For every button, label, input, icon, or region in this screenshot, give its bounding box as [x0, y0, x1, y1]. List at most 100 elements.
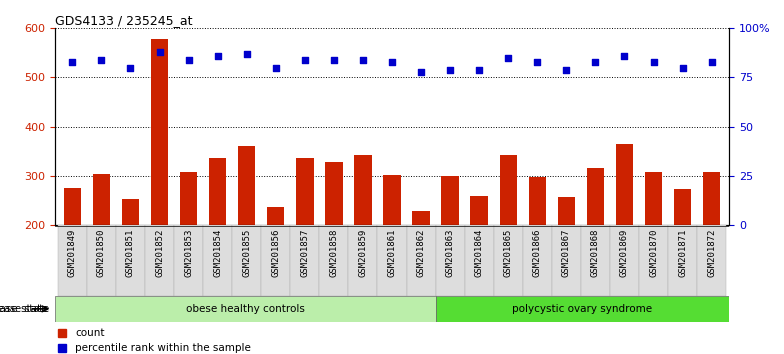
Point — [357, 57, 369, 63]
Text: polycystic ovary syndrome: polycystic ovary syndrome — [513, 304, 652, 314]
Point — [124, 65, 136, 70]
Text: GSM201863: GSM201863 — [445, 228, 455, 277]
Text: GSM201856: GSM201856 — [271, 228, 280, 277]
Text: GSM201861: GSM201861 — [387, 228, 397, 277]
Bar — [674, 189, 691, 225]
Bar — [93, 174, 110, 225]
Bar — [441, 176, 459, 225]
Point — [473, 67, 485, 73]
Bar — [581, 225, 610, 296]
Bar — [174, 225, 203, 296]
Bar — [122, 199, 139, 225]
Text: GSM201872: GSM201872 — [707, 228, 716, 277]
Bar — [615, 144, 633, 225]
Bar — [436, 296, 729, 322]
Point — [328, 57, 340, 63]
Point — [502, 55, 514, 61]
Bar — [116, 225, 145, 296]
Point — [619, 53, 631, 59]
Point — [66, 59, 78, 64]
Bar — [552, 225, 581, 296]
Point — [531, 59, 543, 64]
Bar — [325, 162, 343, 225]
Text: GSM201865: GSM201865 — [504, 228, 513, 277]
Text: GSM201867: GSM201867 — [562, 228, 571, 277]
Point — [95, 57, 107, 63]
Point — [589, 59, 601, 64]
Bar — [55, 296, 436, 322]
Bar — [383, 175, 401, 225]
Text: disease state: disease state — [0, 304, 49, 314]
Bar — [494, 225, 523, 296]
Bar — [586, 168, 604, 225]
Point — [706, 59, 718, 64]
Bar — [354, 155, 372, 225]
Bar — [377, 225, 407, 296]
Bar — [668, 225, 697, 296]
Text: GSM201871: GSM201871 — [678, 228, 687, 277]
Bar — [209, 159, 227, 225]
Bar — [64, 188, 81, 225]
Point — [677, 65, 689, 70]
Text: GSM201869: GSM201869 — [620, 228, 629, 277]
Bar — [499, 155, 517, 225]
Bar — [557, 197, 575, 225]
Point — [270, 65, 282, 70]
Text: GSM201858: GSM201858 — [329, 228, 339, 277]
Bar — [610, 225, 639, 296]
Point — [560, 67, 572, 73]
Text: GDS4133 / 235245_at: GDS4133 / 235245_at — [55, 14, 192, 27]
Text: GSM201857: GSM201857 — [300, 228, 310, 277]
Point — [153, 49, 165, 55]
Bar — [412, 211, 430, 225]
Text: GSM201849: GSM201849 — [68, 228, 77, 277]
Text: GSM201852: GSM201852 — [155, 228, 164, 277]
Text: GSM201855: GSM201855 — [242, 228, 251, 277]
Point — [444, 67, 456, 73]
Bar — [145, 225, 174, 296]
Bar — [465, 225, 494, 296]
Bar — [87, 225, 116, 296]
Bar — [348, 225, 377, 296]
Text: GSM201853: GSM201853 — [184, 228, 193, 277]
Bar — [470, 196, 488, 225]
Bar — [203, 225, 232, 296]
Bar — [319, 225, 348, 296]
Bar — [436, 225, 465, 296]
Bar — [703, 172, 720, 225]
Point — [415, 69, 427, 74]
Bar — [261, 225, 290, 296]
Bar — [232, 225, 261, 296]
Text: GSM201850: GSM201850 — [97, 228, 106, 277]
Text: GSM201870: GSM201870 — [649, 228, 658, 277]
Text: GSM201866: GSM201866 — [533, 228, 542, 277]
Point — [241, 51, 253, 57]
Text: disease state: disease state — [0, 304, 47, 314]
Bar — [238, 146, 256, 225]
Bar — [296, 159, 314, 225]
Bar — [644, 172, 662, 225]
Text: GSM201862: GSM201862 — [416, 228, 426, 277]
Text: GSM201859: GSM201859 — [358, 228, 368, 277]
Bar — [180, 172, 198, 225]
Text: count: count — [75, 328, 104, 338]
Bar — [523, 225, 552, 296]
Text: percentile rank within the sample: percentile rank within the sample — [75, 343, 251, 353]
Bar — [407, 225, 436, 296]
Text: GSM201864: GSM201864 — [474, 228, 484, 277]
Bar — [639, 225, 668, 296]
Bar — [528, 177, 546, 225]
Text: GSM201854: GSM201854 — [213, 228, 222, 277]
Point — [648, 59, 660, 64]
Bar — [267, 207, 285, 225]
Point — [183, 57, 195, 63]
Text: GSM201868: GSM201868 — [591, 228, 600, 277]
Point — [299, 57, 311, 63]
Text: obese healthy controls: obese healthy controls — [186, 304, 305, 314]
Point — [212, 53, 224, 59]
Text: GSM201851: GSM201851 — [126, 228, 135, 277]
Bar — [58, 225, 87, 296]
Point — [386, 59, 398, 64]
Bar — [697, 225, 726, 296]
Bar — [151, 39, 169, 225]
